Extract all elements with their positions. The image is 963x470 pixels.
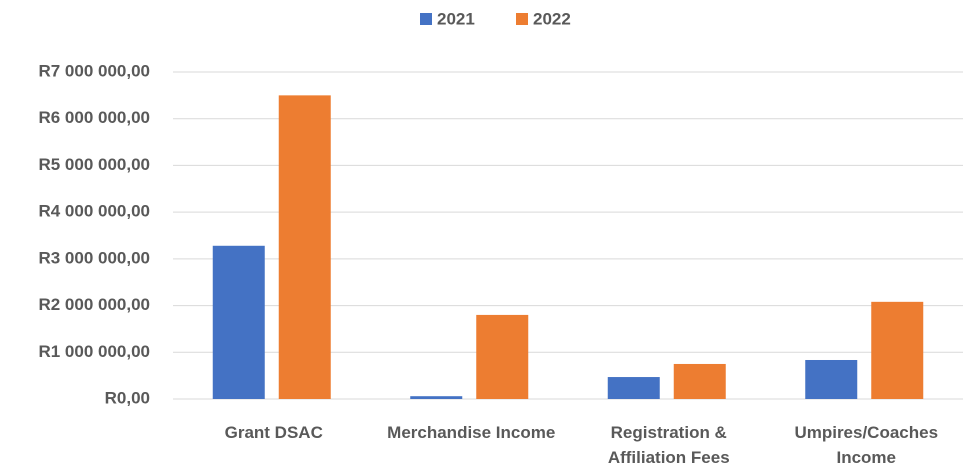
legend-label: 2022	[533, 9, 571, 28]
y-tick-label: R3 000 000,00	[38, 248, 150, 267]
bar	[805, 359, 858, 399]
y-tick-label: R6 000 000,00	[38, 108, 150, 127]
bar	[476, 314, 529, 399]
y-tick-label: R1 000 000,00	[38, 342, 150, 361]
bar	[278, 95, 331, 399]
bar	[212, 245, 265, 399]
legend-swatch	[420, 13, 432, 25]
y-tick-label: R2 000 000,00	[38, 295, 150, 314]
y-tick-label: R7 000 000,00	[38, 61, 150, 80]
y-tick-label: R5 000 000,00	[38, 155, 150, 174]
x-tick-label: Umpires/Coaches Income	[794, 423, 939, 467]
x-tick-label: Merchandise Income	[387, 423, 556, 442]
bar	[673, 363, 726, 399]
y-tick-label: R0,00	[105, 388, 150, 407]
bar	[410, 396, 463, 399]
bar	[871, 301, 924, 399]
x-tick-label: Registration & Affiliation Fees	[607, 423, 730, 467]
y-tick-label: R4 000 000,00	[38, 202, 150, 221]
bar	[607, 377, 660, 399]
legend-swatch	[516, 13, 528, 25]
x-tick-label: Grant DSAC	[224, 423, 323, 442]
legend-label: 2021	[437, 9, 475, 28]
